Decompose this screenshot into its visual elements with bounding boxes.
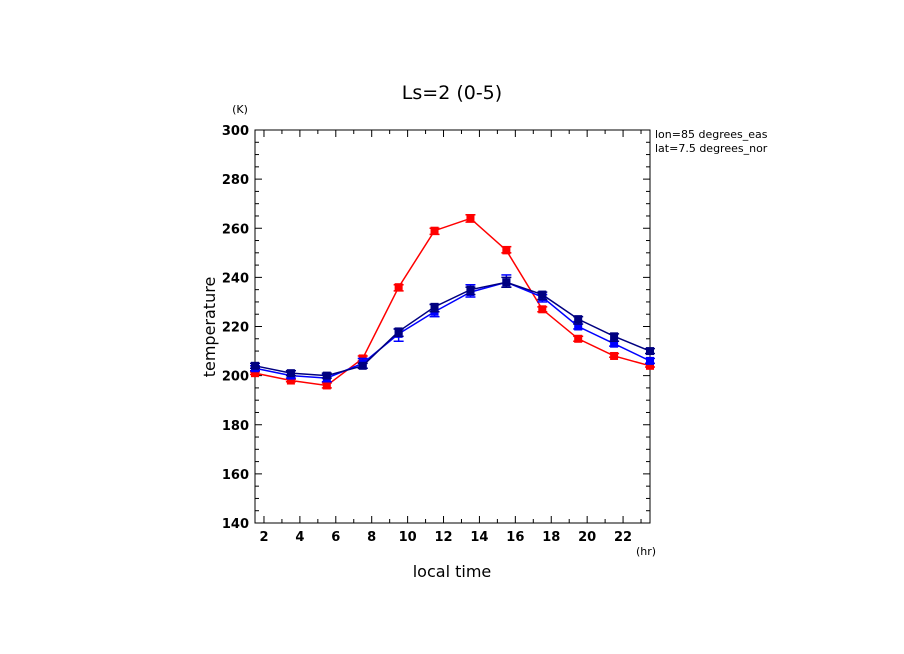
data-point — [610, 351, 619, 360]
y-tick-label: 260 — [222, 222, 249, 237]
y-tick-label: 220 — [222, 321, 249, 336]
x-tick-label: 18 — [542, 530, 560, 545]
data-point — [286, 376, 295, 385]
data-point — [646, 347, 654, 356]
data-point — [646, 356, 654, 365]
x-tick-label: 16 — [506, 530, 524, 545]
data-marks — [250, 213, 655, 390]
data-point — [646, 361, 654, 370]
series-line-2 — [254, 281, 651, 377]
x-tick-label: 6 — [331, 530, 340, 545]
plot-frame — [254, 129, 651, 524]
x-tick-label: 8 — [367, 530, 376, 545]
series-line-1 — [254, 281, 651, 379]
chart-title: Ls=2 (0-5) — [402, 82, 502, 104]
x-axis-label: local time — [413, 562, 492, 581]
data-point — [322, 381, 331, 390]
data-point — [574, 315, 583, 324]
data-point — [394, 327, 403, 336]
x-tick-label: 12 — [434, 530, 452, 545]
series-line-0 — [254, 217, 651, 387]
y-tick-label: 200 — [222, 370, 249, 385]
data-point — [466, 214, 475, 223]
y-tick-label: 280 — [222, 173, 249, 188]
x-tick-label: 2 — [259, 530, 268, 545]
data-point — [322, 371, 331, 380]
x-tick-label: 22 — [614, 530, 632, 545]
data-point — [502, 278, 511, 287]
data-point — [430, 226, 439, 235]
data-point — [251, 369, 259, 378]
data-point — [538, 290, 547, 299]
data-point — [430, 302, 439, 311]
data-point — [610, 332, 619, 341]
data-point — [574, 334, 583, 343]
data-point — [502, 246, 511, 255]
lon-annotation: lon=85 degrees_eas — [655, 128, 768, 141]
data-point — [251, 361, 259, 370]
y-tick-label: 180 — [222, 419, 249, 434]
x-tick-label: 4 — [295, 530, 304, 545]
x-tick-label: 20 — [578, 530, 596, 545]
y-tick-label: 240 — [222, 271, 249, 286]
y-tick-label: 140 — [222, 517, 249, 532]
data-point — [286, 369, 295, 378]
y-tick-label: 160 — [222, 468, 249, 483]
data-point — [574, 322, 583, 331]
x-tick-label: 14 — [470, 530, 488, 545]
data-point — [358, 361, 367, 370]
axis-ticks: 140 160 180 200 220 240 260 280 300 2 4 6 8 10 12 14 16 1… — [222, 124, 650, 545]
data-point — [466, 285, 475, 294]
y-unit-label: (K) — [232, 103, 248, 116]
data-point — [394, 283, 403, 292]
x-tick-label: 10 — [399, 530, 417, 545]
lat-annotation: lat=7.5 degrees_nor — [655, 142, 768, 155]
y-tick-label: 300 — [222, 124, 249, 139]
data-point — [538, 305, 547, 314]
y-axis-label: temperature — [200, 277, 219, 378]
data-point — [610, 339, 619, 348]
x-unit-label: (hr) — [636, 545, 656, 558]
